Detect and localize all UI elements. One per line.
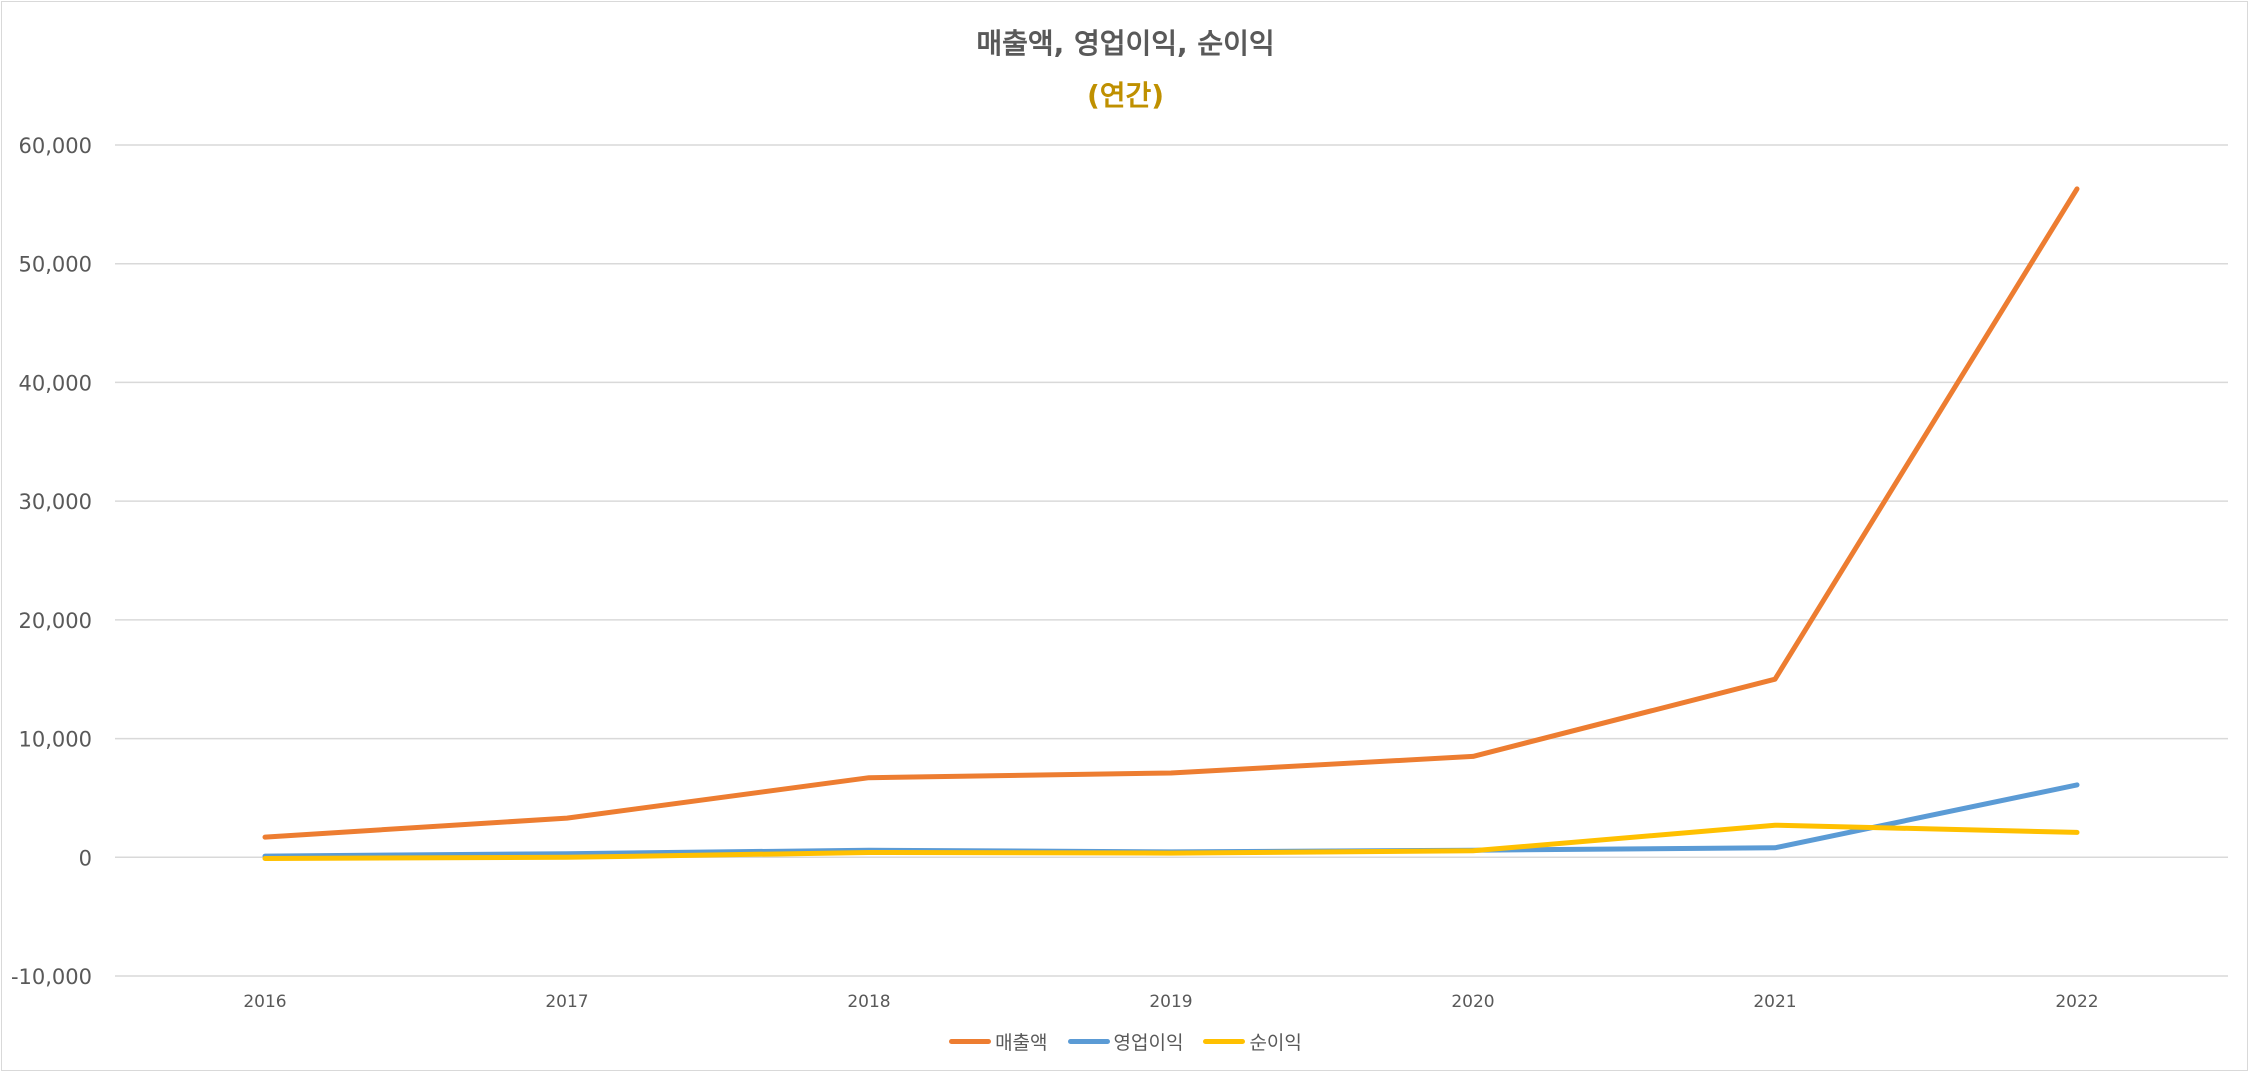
x-tick-label: 2020 [1451, 992, 1494, 1012]
gridlines [115, 144, 2228, 977]
x-tick-label: 2017 [545, 992, 588, 1012]
y-tick-label: 40,000 [19, 371, 92, 395]
y-tick-label: 10,000 [19, 728, 92, 752]
chart-title: 매출액, 영업이익, 순이익 [976, 27, 1275, 60]
x-tick-label: 2019 [1149, 992, 1192, 1012]
legend-label: 순이익 [1249, 1032, 1302, 1054]
legend: 매출액 영업이익 순이익 [0, 1028, 2251, 1055]
y-tick-label: 0 [79, 846, 92, 870]
legend-label: 매출액 [995, 1032, 1048, 1054]
y-tick-label: 60,000 [19, 134, 92, 158]
legend-item: 순이익 [1203, 1028, 1302, 1055]
legend-swatch [949, 1039, 992, 1044]
series-line [262, 822, 2080, 861]
x-tick-label: 2018 [847, 992, 890, 1012]
y-tick-label: 30,000 [19, 490, 92, 514]
x-tick-label: 2022 [2055, 992, 2098, 1012]
series-line [262, 186, 2080, 840]
legend-item: 영업이익 [1067, 1028, 1184, 1055]
y-tick-label: 50,000 [19, 253, 92, 277]
y-axis-ticks: -10,000 0 10,000 20,000 30,000 40,000 50,000 60… [11, 134, 92, 989]
legend-swatch [1067, 1039, 1110, 1044]
y-tick-label: 20,000 [19, 609, 92, 633]
x-axis-ticks: 2016 2017 2018 2019 2020 2021 2022 [243, 992, 2098, 1012]
x-tick-label: 2016 [243, 992, 286, 1012]
x-tick-label: 2021 [1753, 992, 1796, 1012]
series-lines [262, 186, 2080, 861]
legend-swatch [1203, 1039, 1246, 1044]
legend-label: 영업이익 [1113, 1032, 1184, 1054]
legend-item: 매출액 [949, 1028, 1048, 1055]
y-tick-label: -10,000 [11, 965, 92, 989]
chart-subtitle: (연간) [1086, 79, 1165, 112]
